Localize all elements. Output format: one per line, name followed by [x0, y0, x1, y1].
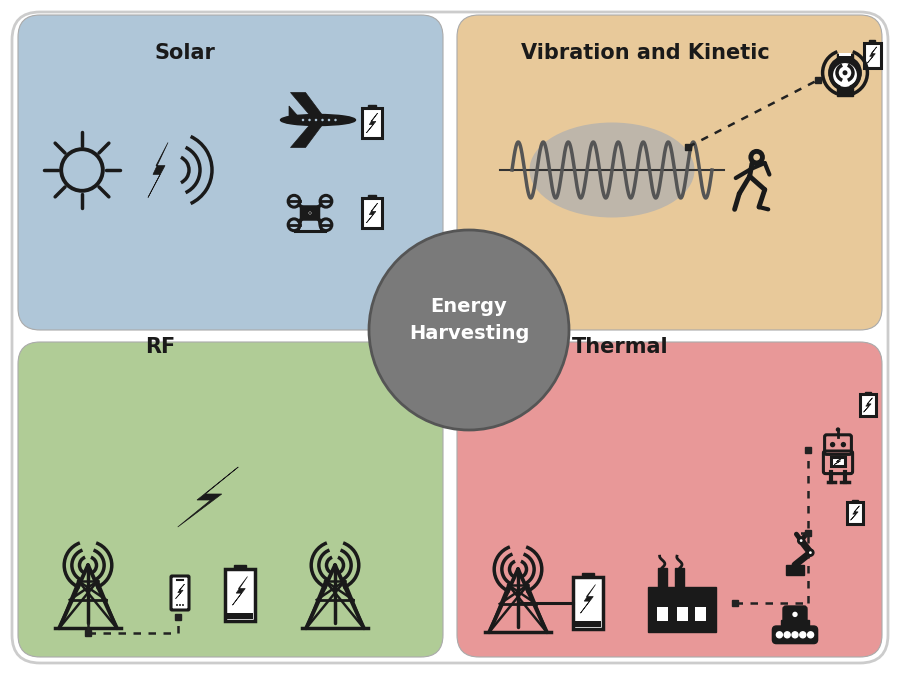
- Polygon shape: [834, 458, 842, 464]
- Text: Energy
Harvesting: Energy Harvesting: [409, 297, 529, 343]
- FancyBboxPatch shape: [783, 606, 807, 624]
- Circle shape: [784, 632, 790, 638]
- Bar: [658, 568, 667, 587]
- Circle shape: [328, 119, 330, 122]
- Circle shape: [792, 612, 797, 617]
- Circle shape: [315, 119, 317, 122]
- Circle shape: [830, 442, 835, 448]
- Polygon shape: [366, 113, 377, 133]
- Circle shape: [369, 230, 569, 430]
- Circle shape: [807, 550, 814, 556]
- Circle shape: [843, 71, 847, 74]
- Polygon shape: [148, 142, 168, 198]
- Circle shape: [86, 564, 90, 567]
- Circle shape: [843, 71, 847, 74]
- Polygon shape: [346, 117, 354, 124]
- Bar: [786, 565, 804, 575]
- Polygon shape: [291, 124, 323, 148]
- Bar: [657, 607, 669, 621]
- Polygon shape: [850, 506, 860, 520]
- Bar: [362, 198, 382, 228]
- Bar: [832, 456, 845, 466]
- Text: Thermal: Thermal: [572, 337, 669, 357]
- Circle shape: [333, 564, 337, 567]
- Bar: [868, 40, 876, 43]
- Polygon shape: [864, 398, 872, 412]
- Circle shape: [302, 119, 304, 122]
- Bar: [362, 108, 382, 138]
- Bar: [840, 53, 850, 56]
- FancyBboxPatch shape: [18, 15, 443, 330]
- Bar: [368, 195, 376, 198]
- FancyBboxPatch shape: [301, 206, 320, 220]
- FancyBboxPatch shape: [772, 626, 817, 643]
- FancyBboxPatch shape: [457, 342, 882, 657]
- Circle shape: [176, 604, 178, 606]
- Polygon shape: [868, 47, 877, 63]
- Bar: [582, 573, 594, 577]
- Bar: [860, 394, 876, 416]
- Polygon shape: [580, 585, 596, 613]
- FancyBboxPatch shape: [12, 12, 888, 663]
- FancyBboxPatch shape: [171, 576, 189, 610]
- Circle shape: [86, 564, 90, 567]
- Bar: [780, 620, 809, 630]
- Bar: [837, 54, 852, 63]
- Bar: [677, 607, 688, 621]
- Circle shape: [182, 604, 184, 606]
- Circle shape: [333, 564, 337, 567]
- Polygon shape: [176, 584, 184, 599]
- FancyBboxPatch shape: [457, 15, 882, 330]
- Bar: [575, 621, 601, 627]
- Circle shape: [179, 604, 181, 606]
- Circle shape: [516, 568, 520, 571]
- Bar: [865, 392, 871, 394]
- Polygon shape: [232, 576, 248, 605]
- Circle shape: [807, 632, 814, 638]
- Polygon shape: [291, 92, 323, 116]
- Bar: [573, 577, 603, 629]
- Ellipse shape: [529, 122, 695, 217]
- Circle shape: [321, 119, 324, 122]
- Ellipse shape: [281, 115, 356, 126]
- Circle shape: [831, 61, 859, 89]
- Text: RF: RF: [145, 337, 176, 357]
- Polygon shape: [366, 203, 377, 223]
- Bar: [225, 569, 255, 621]
- Circle shape: [516, 568, 520, 571]
- Circle shape: [792, 632, 798, 638]
- Circle shape: [777, 632, 782, 638]
- Text: Vibration and Kinetic: Vibration and Kinetic: [520, 43, 770, 63]
- Circle shape: [842, 70, 848, 75]
- Circle shape: [309, 212, 311, 214]
- Bar: [695, 607, 707, 621]
- Circle shape: [798, 538, 804, 543]
- Circle shape: [334, 119, 337, 122]
- Bar: [675, 568, 684, 587]
- Circle shape: [308, 119, 310, 122]
- Bar: [234, 565, 246, 569]
- Bar: [837, 87, 852, 96]
- Bar: [648, 587, 716, 632]
- FancyBboxPatch shape: [18, 342, 443, 657]
- Bar: [851, 500, 859, 502]
- Circle shape: [800, 632, 806, 638]
- Polygon shape: [289, 106, 297, 120]
- Bar: [368, 105, 376, 108]
- Circle shape: [841, 442, 846, 448]
- Circle shape: [836, 427, 841, 432]
- Bar: [847, 502, 863, 524]
- Bar: [227, 613, 253, 619]
- Circle shape: [308, 211, 312, 215]
- Text: Solar: Solar: [155, 43, 215, 63]
- Polygon shape: [178, 467, 239, 527]
- Bar: [863, 43, 880, 68]
